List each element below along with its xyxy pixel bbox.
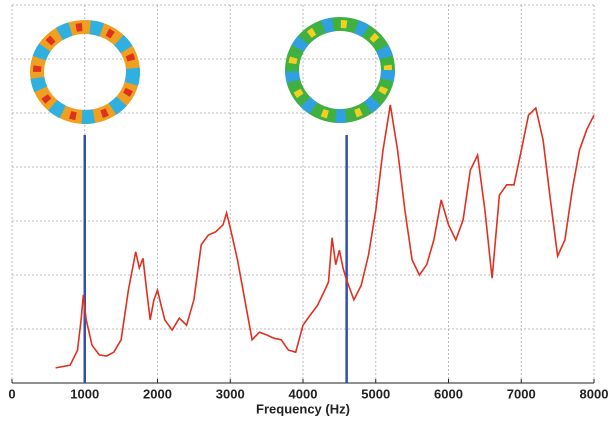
line-series <box>55 104 595 369</box>
x-tick-label: 2000 <box>143 386 172 401</box>
x-tick-label: 3000 <box>216 386 245 401</box>
plot-area: 0 1000 2000 3000 4000 5000 6000 7000 8000 <box>8 4 609 401</box>
x-tick-label: 5000 <box>361 386 390 401</box>
x-tick-label: 0 <box>8 386 15 401</box>
x-tick-label: 6000 <box>434 386 463 401</box>
mode-shape-2 <box>285 17 395 123</box>
x-tick-label: 4000 <box>289 386 318 401</box>
x-tick-label: 8000 <box>580 386 609 401</box>
x-axis-label: Frequency (Hz) <box>256 401 350 416</box>
mode-shape-1 <box>30 20 140 124</box>
x-tick-label: 1000 <box>70 386 99 401</box>
x-tick-label: 7000 <box>507 386 536 401</box>
